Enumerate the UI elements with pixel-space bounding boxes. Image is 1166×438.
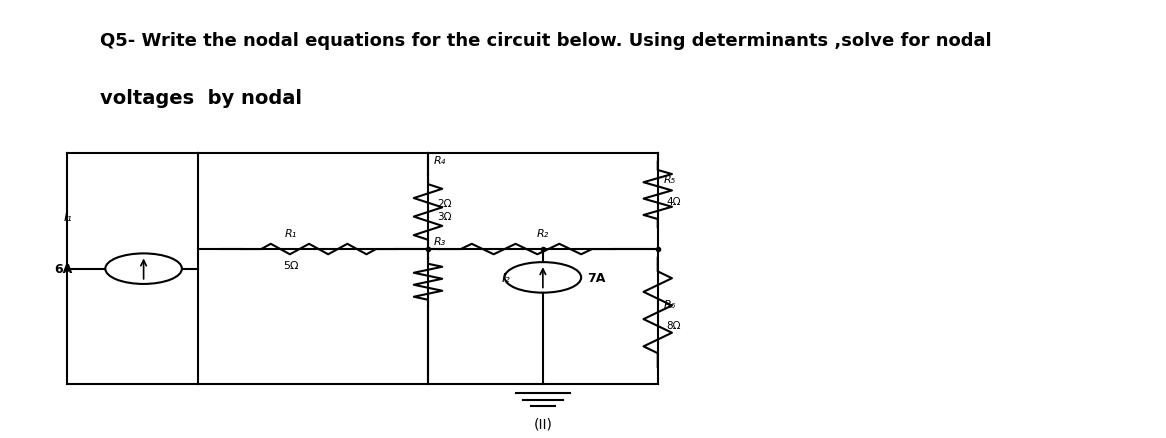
- Text: 3Ω: 3Ω: [437, 212, 451, 222]
- Text: R₆: R₆: [663, 299, 675, 309]
- Text: I₁: I₁: [64, 210, 72, 223]
- Text: R₃: R₃: [434, 236, 445, 246]
- Text: 6A: 6A: [55, 262, 72, 276]
- Text: R₄: R₄: [434, 156, 445, 166]
- Text: 7A: 7A: [586, 271, 605, 284]
- Text: (II): (II): [533, 417, 553, 431]
- Text: Q5- Write the nodal equations for the circuit below. Using determinants ,solve f: Q5- Write the nodal equations for the ci…: [100, 32, 991, 50]
- Text: R₂: R₂: [536, 229, 549, 239]
- Text: R₁: R₁: [286, 229, 297, 239]
- Text: voltages  by nodal: voltages by nodal: [100, 88, 302, 107]
- Text: R₅: R₅: [663, 175, 675, 185]
- Text: 5Ω: 5Ω: [283, 260, 298, 270]
- Text: 8Ω: 8Ω: [667, 321, 681, 331]
- Text: 4Ω: 4Ω: [667, 197, 681, 207]
- Text: 2Ω: 2Ω: [437, 199, 451, 209]
- Text: I₂: I₂: [501, 271, 510, 284]
